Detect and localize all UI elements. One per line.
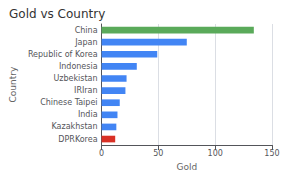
svg-text:Gold: Gold [176, 162, 197, 172]
svg-text:Kazakhstan: Kazakhstan [51, 122, 97, 131]
svg-text:Japan: Japan [74, 38, 97, 47]
svg-text:Country: Country [8, 66, 18, 102]
svg-text:Chinese Taipei: Chinese Taipei [40, 98, 97, 107]
svg-text:150: 150 [264, 149, 279, 158]
svg-text:50: 50 [153, 149, 163, 158]
svg-text:Gold vs Country: Gold vs Country [9, 7, 105, 21]
svg-text:Uzbekistan: Uzbekistan [53, 74, 97, 83]
svg-text:India: India [78, 110, 98, 119]
svg-text:0: 0 [99, 149, 104, 158]
svg-text:100: 100 [208, 149, 223, 158]
svg-text:Indonesia: Indonesia [59, 62, 98, 71]
svg-text:DPRKorea: DPRKorea [58, 135, 97, 144]
svg-text:China: China [75, 26, 98, 35]
svg-text:Republic of Korea: Republic of Korea [28, 50, 98, 59]
svg-text:IRIran: IRIran [74, 86, 98, 95]
